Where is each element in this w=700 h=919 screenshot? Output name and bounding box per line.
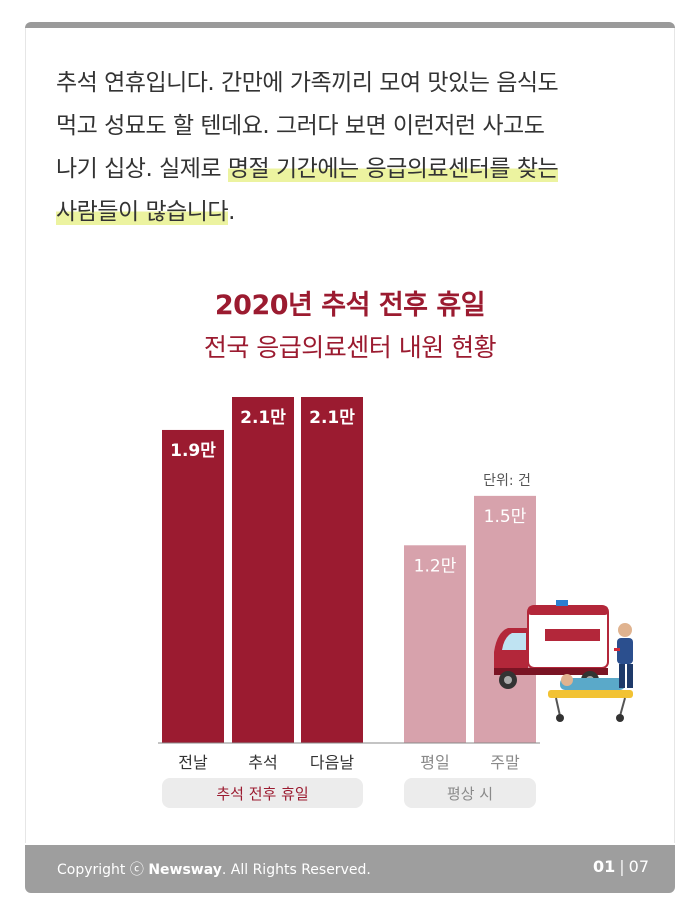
copyright-prefix: Copyright ⓒ <box>57 862 149 878</box>
category-label-3: 다음날 <box>310 753 354 772</box>
bar-3 <box>301 397 363 743</box>
intro-line-3: 나기 십상. 실제로 명절 기간에는 응급의료센터를 찾는 <box>56 148 656 191</box>
copyright-suffix: . All Rights Reserved. <box>221 862 371 878</box>
bar-1 <box>162 429 224 743</box>
intro-line-4: 사람들이 많습니다. <box>56 191 656 234</box>
chart-title: 2020년 추석 전후 휴일 <box>214 290 486 321</box>
page-separator: | <box>619 857 625 876</box>
unit-label: 단위: 건 <box>483 473 531 489</box>
page-indicator: 01 | 07 <box>593 857 649 876</box>
intro-highlight-2: 사람들이 많습니다 <box>56 199 229 225</box>
footer-bar: Copyright ⓒ Newsway. All Rights Reserved… <box>25 845 675 893</box>
category-label-1: 전날 <box>178 753 208 772</box>
brand-name: Newsway <box>148 862 222 878</box>
intro-text: 추석 연휴입니다. 간만에 가족끼리 모여 맛있는 음식도 먹고 성묘도 할 텐… <box>56 62 656 234</box>
value-label-3: 2.1만 <box>309 408 355 428</box>
page-current: 01 <box>592 857 616 876</box>
bar-5 <box>474 495 536 743</box>
intro-line-3-text: 나기 십상. 실제로 <box>56 156 228 182</box>
category-label-5: 주말 <box>490 753 520 772</box>
intro-line-2: 먹고 성묘도 할 텐데요. 그러다 보면 이런저런 사고도 <box>56 113 545 139</box>
value-label-1: 1.9만 <box>170 441 216 461</box>
chart-subtitle: 전국 응급의료센터 내원 현황 <box>203 333 497 362</box>
bar-4 <box>404 545 466 743</box>
paramedic-icon <box>614 623 633 688</box>
ambulance-illustration <box>494 600 633 722</box>
stretcher-icon <box>548 674 633 722</box>
category-label-4: 평일 <box>420 753 449 772</box>
value-label-5: 1.5만 <box>484 507 527 527</box>
intro-line-4-end: . <box>228 199 235 225</box>
page-total: 07 <box>628 857 649 876</box>
copyright: Copyright ⓒ Newsway. All Rights Reserved… <box>57 859 371 879</box>
category-label-2: 추석 <box>248 753 277 772</box>
value-label-4: 1.2만 <box>414 556 457 576</box>
ambulance-icon <box>494 600 609 689</box>
group-label-2: 평상 시 <box>447 785 493 803</box>
group-pill-1 <box>162 778 363 808</box>
intro-line-1: 추석 연휴입니다. 간만에 가족끼리 모여 맛있는 음식도 <box>56 70 559 96</box>
group-pill-2 <box>404 778 536 808</box>
value-label-2: 2.1만 <box>240 408 286 428</box>
top-bar <box>25 22 675 32</box>
group-label-1: 추석 전후 휴일 <box>216 785 308 803</box>
bar-2 <box>232 397 294 743</box>
intro-highlight-1: 명절 기간에는 응급의료센터를 찾는 <box>227 156 559 182</box>
